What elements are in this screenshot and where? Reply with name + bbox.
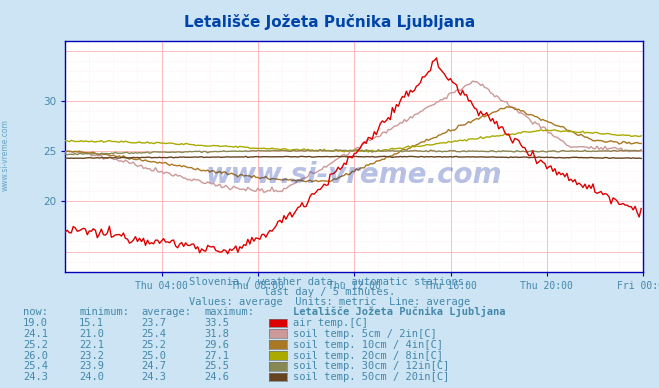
Text: 31.8: 31.8: [204, 329, 229, 339]
Text: 22.1: 22.1: [79, 340, 104, 350]
Text: 25.2: 25.2: [23, 340, 48, 350]
Text: maximum:: maximum:: [204, 307, 254, 317]
Text: 24.1: 24.1: [23, 329, 48, 339]
Text: 26.0: 26.0: [23, 350, 48, 360]
Text: Slovenia / weather data - automatic stations.: Slovenia / weather data - automatic stat…: [189, 277, 470, 287]
Text: soil temp. 10cm / 4in[C]: soil temp. 10cm / 4in[C]: [293, 340, 444, 350]
Text: 25.4: 25.4: [142, 329, 167, 339]
Text: soil temp. 5cm / 2in[C]: soil temp. 5cm / 2in[C]: [293, 329, 437, 339]
Text: now:: now:: [23, 307, 48, 317]
Text: 25.0: 25.0: [142, 350, 167, 360]
Text: 24.3: 24.3: [142, 372, 167, 382]
Text: last day / 5 minutes.: last day / 5 minutes.: [264, 287, 395, 297]
Text: Values: average  Units: metric  Line: average: Values: average Units: metric Line: aver…: [189, 296, 470, 307]
Text: 15.1: 15.1: [79, 318, 104, 328]
Text: 25.2: 25.2: [142, 340, 167, 350]
Text: soil temp. 30cm / 12in[C]: soil temp. 30cm / 12in[C]: [293, 361, 449, 371]
Text: minimum:: minimum:: [79, 307, 129, 317]
Text: 24.0: 24.0: [79, 372, 104, 382]
Text: 25.4: 25.4: [23, 361, 48, 371]
Text: 24.3: 24.3: [23, 372, 48, 382]
Text: air temp.[C]: air temp.[C]: [293, 318, 368, 328]
Text: average:: average:: [142, 307, 192, 317]
Text: 24.6: 24.6: [204, 372, 229, 382]
Text: www.si-vreme.com: www.si-vreme.com: [1, 119, 10, 191]
Text: 23.2: 23.2: [79, 350, 104, 360]
Text: soil temp. 50cm / 20in[C]: soil temp. 50cm / 20in[C]: [293, 372, 449, 382]
Text: Letališče Jožeta Pučnika Ljubljana: Letališče Jožeta Pučnika Ljubljana: [293, 306, 505, 317]
Text: 23.7: 23.7: [142, 318, 167, 328]
Text: 19.0: 19.0: [23, 318, 48, 328]
Text: soil temp. 20cm / 8in[C]: soil temp. 20cm / 8in[C]: [293, 350, 444, 360]
Text: 23.9: 23.9: [79, 361, 104, 371]
Text: 33.5: 33.5: [204, 318, 229, 328]
Text: Letališče Jožeta Pučnika Ljubljana: Letališče Jožeta Pučnika Ljubljana: [184, 14, 475, 29]
Text: www.si-vreme.com: www.si-vreme.com: [206, 161, 502, 189]
Text: 21.0: 21.0: [79, 329, 104, 339]
Text: 29.6: 29.6: [204, 340, 229, 350]
Text: 25.5: 25.5: [204, 361, 229, 371]
Text: 24.7: 24.7: [142, 361, 167, 371]
Text: 27.1: 27.1: [204, 350, 229, 360]
